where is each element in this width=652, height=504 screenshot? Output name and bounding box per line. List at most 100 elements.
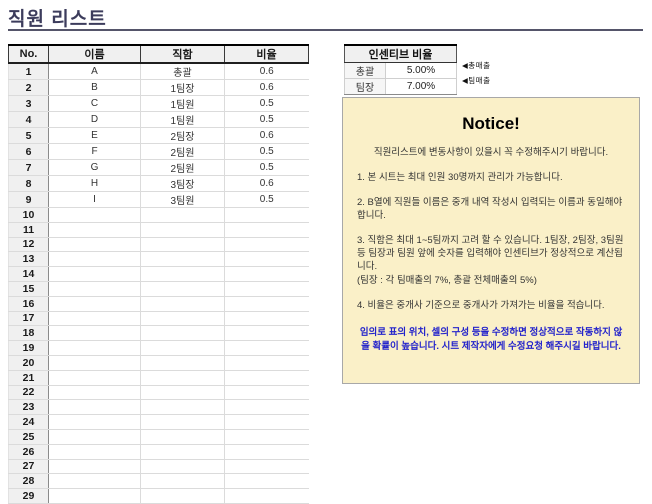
cell[interactable] xyxy=(140,340,225,356)
row-number-cell[interactable]: 27 xyxy=(8,459,49,475)
cell[interactable] xyxy=(140,399,225,416)
cell[interactable] xyxy=(224,340,309,356)
row-number-cell[interactable]: 14 xyxy=(8,266,49,282)
cell[interactable] xyxy=(224,266,309,282)
cell[interactable] xyxy=(48,296,141,312)
row-number-cell[interactable]: 28 xyxy=(8,473,49,490)
cell[interactable] xyxy=(140,414,225,430)
row-number-cell[interactable]: 10 xyxy=(8,207,49,223)
cell[interactable] xyxy=(48,325,141,342)
row-number-cell[interactable]: 29 xyxy=(8,488,49,504)
cell[interactable]: 0.6 xyxy=(224,63,309,80)
row-number-cell[interactable]: 15 xyxy=(8,281,49,297)
row-number-cell[interactable]: 5 xyxy=(8,127,49,144)
cell[interactable] xyxy=(48,251,141,268)
cell[interactable] xyxy=(48,370,141,386)
cell[interactable]: 3팀장 xyxy=(140,175,225,192)
row-number-cell[interactable]: 1 xyxy=(8,63,49,80)
row-number-cell[interactable]: 2 xyxy=(8,79,49,96)
cell[interactable] xyxy=(224,207,309,223)
cell[interactable] xyxy=(140,251,225,268)
cell[interactable]: 1팀원 xyxy=(140,95,225,112)
cell[interactable] xyxy=(140,488,225,504)
cell[interactable]: 0.5 xyxy=(224,111,309,128)
cell[interactable]: 2팀장 xyxy=(140,127,225,144)
cell[interactable] xyxy=(224,311,309,327)
cell[interactable] xyxy=(224,222,309,238)
row-number-cell[interactable]: 9 xyxy=(8,191,49,208)
cell[interactable]: 0.5 xyxy=(224,159,309,176)
cell[interactable]: 1팀장 xyxy=(140,79,225,96)
cell[interactable] xyxy=(140,385,225,401)
cell[interactable]: 3팀원 xyxy=(140,191,225,208)
cell[interactable]: G xyxy=(48,159,141,176)
row-number-cell[interactable]: 23 xyxy=(8,399,49,416)
row-number-cell[interactable]: 6 xyxy=(8,143,49,160)
cell[interactable] xyxy=(140,444,225,460)
cell[interactable]: 2팀원 xyxy=(140,159,225,176)
row-number-cell[interactable]: 19 xyxy=(8,340,49,356)
cell[interactable] xyxy=(48,459,141,475)
cell[interactable] xyxy=(224,459,309,475)
cell[interactable]: 0.5 xyxy=(224,191,309,208)
cell[interactable]: A xyxy=(48,63,141,80)
cell[interactable] xyxy=(140,207,225,223)
cell[interactable]: I xyxy=(48,191,141,208)
incentive-value-cell[interactable]: 5.00% xyxy=(385,62,457,79)
cell[interactable]: F xyxy=(48,143,141,160)
cell[interactable] xyxy=(224,251,309,268)
row-number-cell[interactable]: 11 xyxy=(8,222,49,238)
row-number-cell[interactable]: 26 xyxy=(8,444,49,460)
cell[interactable] xyxy=(48,414,141,430)
cell[interactable]: B xyxy=(48,79,141,96)
cell[interactable] xyxy=(48,237,141,253)
cell[interactable] xyxy=(48,429,141,445)
incentive-value-cell[interactable]: 7.00% xyxy=(385,78,457,95)
column-header[interactable]: No. xyxy=(8,44,49,64)
cell[interactable] xyxy=(48,266,141,282)
row-number-cell[interactable]: 21 xyxy=(8,370,49,386)
incentive-label-cell[interactable]: 총괄 xyxy=(344,62,386,79)
cell[interactable]: 0.5 xyxy=(224,143,309,160)
cell[interactable] xyxy=(48,281,141,297)
row-number-cell[interactable]: 13 xyxy=(8,251,49,268)
incentive-label-cell[interactable]: 팀장 xyxy=(344,78,386,95)
row-number-cell[interactable]: 3 xyxy=(8,95,49,112)
cell[interactable]: C xyxy=(48,95,141,112)
row-number-cell[interactable]: 8 xyxy=(8,175,49,192)
cell[interactable] xyxy=(140,237,225,253)
cell[interactable] xyxy=(48,222,141,238)
cell[interactable]: D xyxy=(48,111,141,128)
row-number-cell[interactable]: 22 xyxy=(8,385,49,401)
cell[interactable] xyxy=(224,473,309,490)
cell[interactable] xyxy=(48,488,141,504)
cell[interactable] xyxy=(140,222,225,238)
cell[interactable] xyxy=(224,488,309,504)
cell[interactable] xyxy=(224,370,309,386)
cell[interactable] xyxy=(140,296,225,312)
cell[interactable] xyxy=(224,281,309,297)
row-number-cell[interactable]: 20 xyxy=(8,355,49,371)
cell[interactable] xyxy=(140,473,225,490)
cell[interactable] xyxy=(224,325,309,342)
row-number-cell[interactable]: 7 xyxy=(8,159,49,176)
cell[interactable] xyxy=(224,414,309,430)
cell[interactable] xyxy=(140,266,225,282)
cell[interactable] xyxy=(140,459,225,475)
row-number-cell[interactable]: 12 xyxy=(8,237,49,253)
cell[interactable]: 0.5 xyxy=(224,95,309,112)
column-header[interactable]: 직함 xyxy=(140,44,225,64)
cell[interactable] xyxy=(48,311,141,327)
column-header[interactable]: 이름 xyxy=(48,44,141,64)
cell[interactable] xyxy=(48,355,141,371)
cell[interactable] xyxy=(140,370,225,386)
cell[interactable] xyxy=(224,237,309,253)
cell[interactable] xyxy=(224,296,309,312)
cell[interactable]: 0.6 xyxy=(224,127,309,144)
row-number-cell[interactable]: 18 xyxy=(8,325,49,342)
cell[interactable]: 총괄 xyxy=(140,63,225,80)
cell[interactable]: 0.6 xyxy=(224,175,309,192)
cell[interactable] xyxy=(48,399,141,416)
incentive-table-title[interactable]: 인센티브 비율 xyxy=(344,44,457,63)
cell[interactable]: 1팀원 xyxy=(140,111,225,128)
